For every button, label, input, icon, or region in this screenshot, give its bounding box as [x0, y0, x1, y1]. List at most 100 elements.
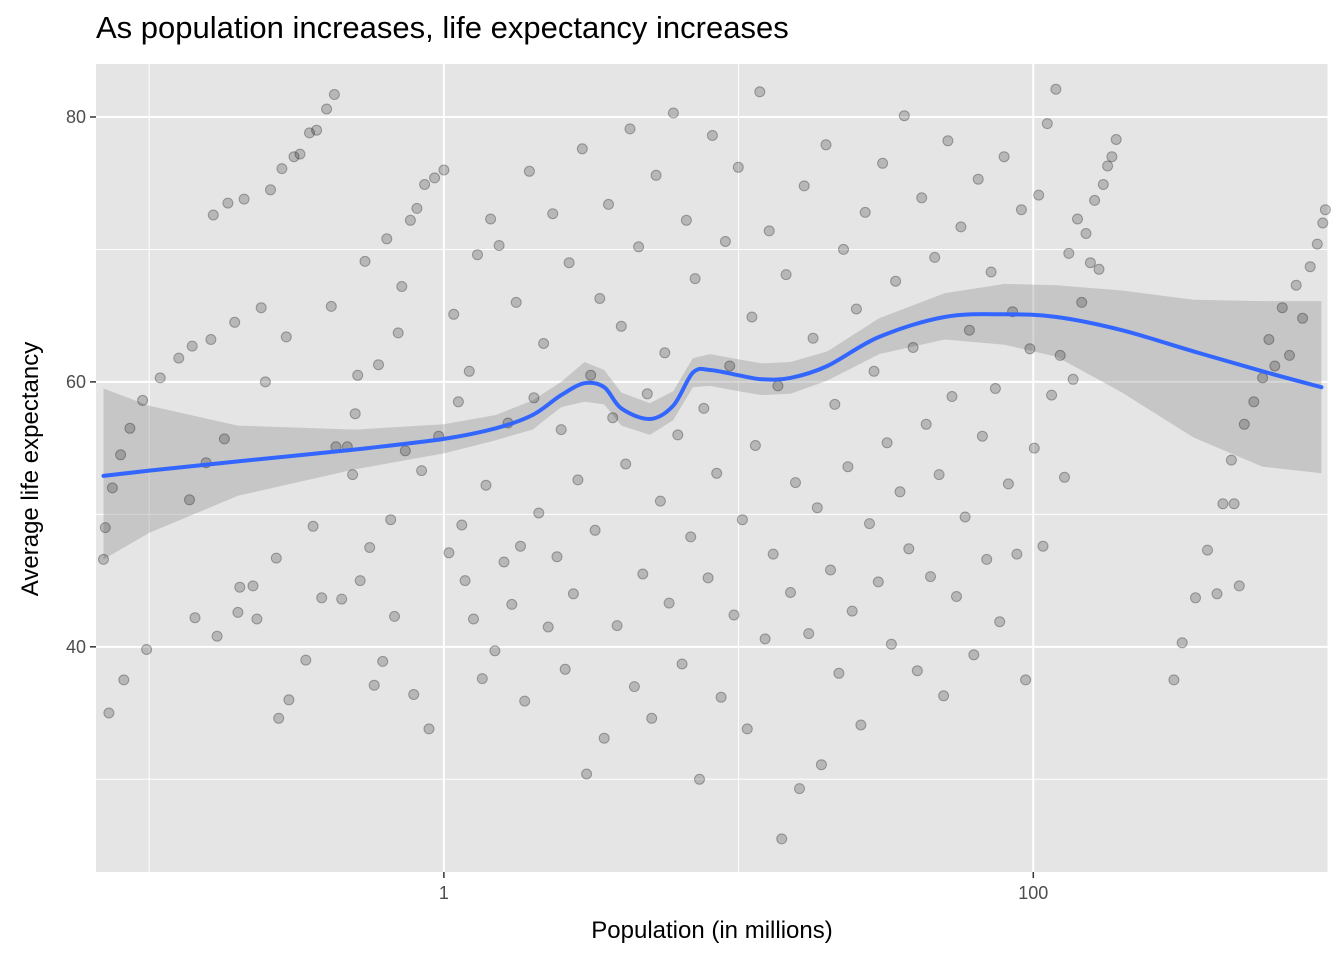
scatter-point	[276, 163, 288, 175]
scatter-point	[833, 667, 845, 679]
scatter-point	[506, 598, 518, 610]
scatter-point	[855, 719, 867, 731]
y-axis: 40 60 80	[66, 107, 96, 657]
scatter-point	[542, 621, 554, 633]
scatter-point	[448, 308, 460, 320]
scatter-point	[533, 507, 545, 519]
scatter-point	[959, 511, 971, 523]
scatter-point	[868, 365, 880, 377]
scatter-point	[994, 616, 1006, 628]
scatter-point	[1168, 674, 1180, 686]
scatter-point	[519, 695, 531, 707]
scatter-point	[1317, 217, 1329, 229]
scatter-point	[1233, 580, 1245, 592]
scatter-point	[637, 568, 649, 580]
scatter-point	[933, 469, 945, 481]
scatter-point	[381, 233, 393, 245]
scatter-point	[515, 540, 526, 552]
scatter-point	[715, 691, 727, 703]
scatter-point	[1176, 637, 1188, 649]
scatter-point	[572, 474, 584, 486]
scatter-point	[1297, 312, 1309, 324]
scatter-point	[211, 630, 223, 642]
scatter-point	[736, 514, 748, 526]
scatter-point	[1028, 442, 1040, 454]
scatter-point	[955, 221, 967, 233]
scatter-point	[1072, 213, 1083, 225]
chart-title: As population increases, life expectancy…	[96, 10, 789, 45]
scatter-point	[719, 236, 731, 247]
scatter-point	[838, 243, 849, 255]
scatter-point	[702, 572, 714, 584]
scatter-point	[968, 649, 980, 661]
scatter-point	[480, 479, 492, 491]
scatter-point	[359, 255, 371, 267]
scatter-point	[419, 179, 431, 190]
scatter-point	[173, 352, 185, 364]
scatter-point	[794, 783, 805, 795]
scatter-point	[429, 172, 441, 184]
scatter-point	[1089, 194, 1101, 206]
confidence-band	[103, 283, 1322, 560]
scatter-point	[118, 674, 130, 686]
scatter-point	[754, 86, 766, 98]
scatter-point	[1248, 396, 1260, 408]
scatter-point	[772, 380, 784, 392]
scatter-point	[1228, 498, 1240, 510]
scatter-point	[920, 418, 932, 430]
scatter-point	[1024, 343, 1036, 355]
scatter-point	[972, 173, 984, 185]
scatter-point	[654, 495, 666, 507]
scatter-point	[607, 412, 619, 424]
scatter-point	[850, 303, 862, 315]
scatter-point	[255, 302, 267, 314]
scatter-point	[456, 519, 468, 531]
scatter-point	[885, 638, 897, 650]
scatter-point	[820, 139, 832, 151]
scatter-point	[189, 612, 201, 624]
scatter-point	[1059, 471, 1070, 483]
scatter-point	[106, 482, 118, 494]
scatter-point	[1311, 238, 1323, 250]
scatter-point	[785, 587, 796, 598]
scatter-point	[989, 383, 1001, 394]
scatter-point	[711, 467, 723, 479]
scatter-point	[265, 184, 276, 196]
scatter-point	[1046, 389, 1058, 401]
scatter-point	[698, 402, 710, 414]
scatter-point	[689, 273, 701, 285]
scatter-point	[628, 681, 640, 693]
scatter-point	[103, 707, 115, 719]
scatter-point	[603, 198, 614, 210]
scatter-point	[205, 334, 217, 345]
scatter-point	[1037, 540, 1049, 552]
scatter-point	[894, 486, 906, 498]
scatter-point	[898, 110, 910, 122]
scatter-point	[776, 833, 788, 845]
scatter-point	[746, 311, 758, 323]
scatter-point	[307, 520, 319, 532]
scatter-point	[459, 575, 471, 587]
scatter-point	[311, 124, 323, 136]
scatter-point	[646, 712, 658, 724]
scatter-point	[1263, 334, 1275, 345]
scatter-point	[154, 372, 166, 384]
scatter-point	[528, 392, 540, 404]
scatter-point	[641, 388, 653, 400]
scatter-point	[328, 89, 340, 100]
scatter-point	[938, 690, 950, 702]
scatter-point	[981, 553, 993, 565]
scatter-point	[304, 127, 315, 139]
confidence-band-layer	[103, 283, 1322, 560]
scatter-point	[523, 165, 535, 177]
scatter-point	[273, 712, 285, 724]
scatter-point	[985, 266, 997, 278]
scatter-point	[408, 689, 420, 700]
scatter-point	[368, 679, 380, 691]
scatter-point	[872, 576, 884, 588]
scatter-point	[1054, 349, 1066, 361]
scatter-point	[222, 197, 234, 209]
scatter-point	[1020, 674, 1032, 686]
scatter-points-layer	[98, 83, 1331, 845]
scatter-point	[1011, 548, 1023, 560]
